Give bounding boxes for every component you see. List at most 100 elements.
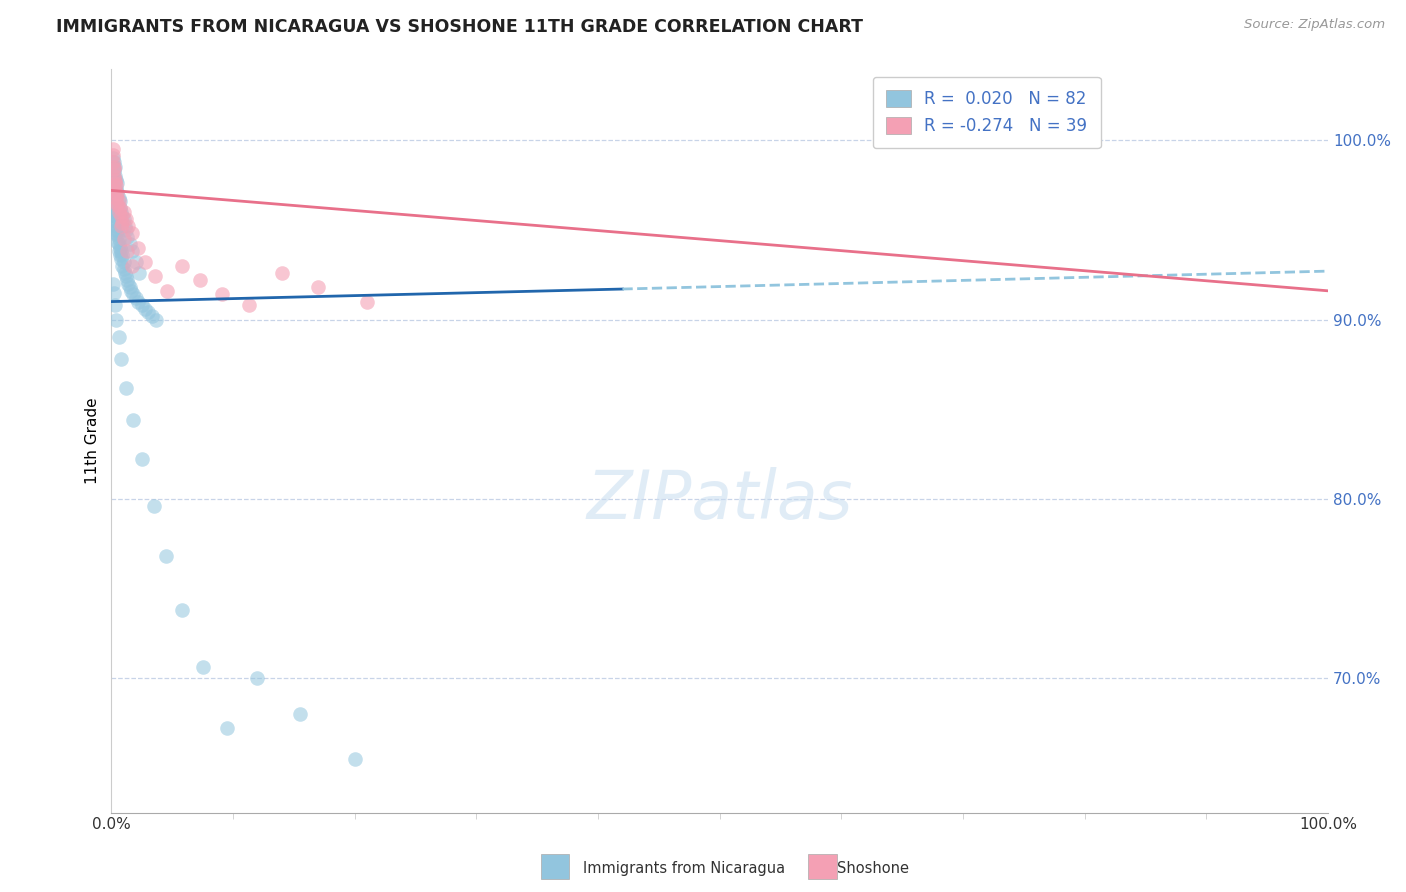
Point — [127, 294, 149, 309]
Point — [107, 235, 129, 250]
Point — [170, 603, 193, 617]
Point — [114, 266, 136, 280]
Point — [114, 219, 136, 234]
Point — [121, 244, 143, 259]
Point — [110, 209, 132, 223]
Point — [128, 266, 150, 280]
Point — [211, 287, 233, 301]
Point — [105, 312, 128, 326]
Point — [107, 330, 129, 344]
Point — [103, 169, 125, 183]
Point — [110, 252, 132, 266]
Text: Source: ZipAtlas.com: Source: ZipAtlas.com — [1244, 18, 1385, 31]
Point — [120, 284, 142, 298]
Point — [238, 298, 260, 312]
Point — [104, 176, 127, 190]
Point — [104, 160, 127, 174]
Point — [108, 202, 131, 216]
Point — [101, 151, 124, 165]
Point — [108, 241, 131, 255]
Point — [103, 196, 125, 211]
Point — [103, 285, 125, 300]
Point — [101, 142, 124, 156]
Point — [307, 280, 329, 294]
Point — [115, 269, 138, 284]
Point — [121, 259, 143, 273]
Point — [108, 202, 131, 216]
Point — [107, 232, 129, 246]
Point — [101, 147, 124, 161]
Point — [107, 228, 129, 243]
Point — [103, 154, 125, 169]
Point — [112, 262, 135, 277]
Point — [110, 351, 132, 366]
Point — [170, 259, 193, 273]
Point — [107, 185, 129, 199]
Point — [105, 178, 128, 192]
Point — [101, 169, 124, 183]
Point — [104, 214, 127, 228]
Y-axis label: 11th Grade: 11th Grade — [86, 397, 100, 483]
Legend: R =  0.020   N = 82, R = -0.274   N = 39: R = 0.020 N = 82, R = -0.274 N = 39 — [873, 77, 1101, 148]
Point — [134, 255, 156, 269]
Point — [107, 244, 129, 259]
Point — [105, 181, 128, 195]
Point — [104, 298, 127, 312]
Point — [103, 163, 125, 178]
Point — [117, 219, 139, 234]
Point — [131, 452, 153, 467]
Text: ZIPatlas: ZIPatlas — [586, 467, 853, 533]
Point — [107, 196, 129, 211]
Point — [107, 187, 129, 202]
Point — [134, 301, 156, 316]
Point — [112, 232, 135, 246]
Point — [105, 214, 128, 228]
Point — [122, 413, 145, 427]
Point — [246, 671, 269, 685]
Point — [115, 230, 138, 244]
Point — [108, 194, 131, 209]
Point — [356, 294, 378, 309]
Point — [115, 273, 138, 287]
Point — [107, 198, 129, 212]
Point — [155, 549, 177, 564]
Point — [110, 219, 132, 234]
Point — [141, 309, 163, 323]
Point — [270, 266, 292, 280]
Point — [125, 255, 148, 269]
Point — [104, 202, 127, 216]
Point — [105, 227, 128, 241]
Point — [104, 169, 127, 183]
Point — [115, 244, 138, 259]
Point — [131, 298, 153, 312]
Point — [115, 223, 138, 237]
Text: Immigrants from Nicaragua: Immigrants from Nicaragua — [583, 861, 786, 876]
Point — [105, 219, 128, 234]
Point — [127, 241, 149, 255]
Point — [143, 269, 166, 284]
Point — [101, 178, 124, 192]
Point — [101, 187, 124, 202]
Point — [118, 280, 141, 294]
Point — [143, 499, 166, 513]
Point — [107, 194, 129, 209]
Point — [103, 191, 125, 205]
Point — [104, 172, 127, 186]
Point — [107, 223, 129, 237]
Point — [111, 216, 134, 230]
Point — [122, 287, 145, 301]
Point — [191, 660, 214, 674]
Point — [110, 205, 132, 219]
Point — [103, 161, 125, 176]
Point — [111, 248, 134, 262]
Text: Shoshone: Shoshone — [837, 861, 908, 876]
Point — [107, 205, 129, 219]
Text: IMMIGRANTS FROM NICARAGUA VS SHOSHONE 11TH GRADE CORRELATION CHART: IMMIGRANTS FROM NICARAGUA VS SHOSHONE 11… — [56, 18, 863, 36]
Point — [117, 277, 139, 291]
Point — [121, 227, 143, 241]
Point — [104, 209, 127, 223]
Point — [145, 312, 167, 326]
Point — [103, 209, 125, 223]
Point — [111, 259, 134, 273]
Point — [103, 205, 125, 219]
